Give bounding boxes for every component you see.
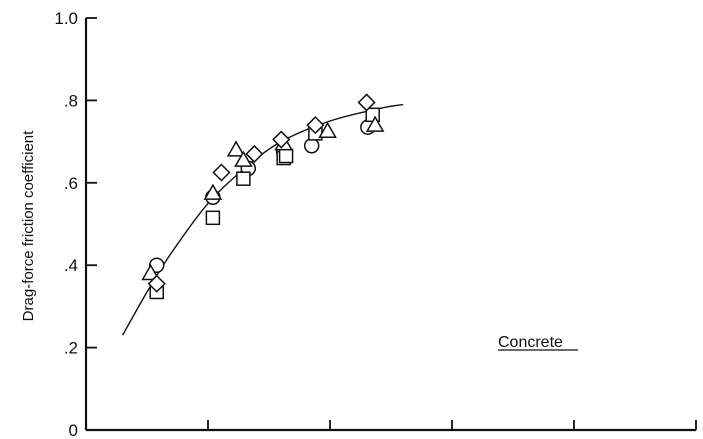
diamond-marker-3-0 <box>147 274 166 293</box>
triangle-marker-2-0 <box>141 263 160 281</box>
y-tick-label-3: .6 <box>64 174 78 193</box>
triangle-marker-2-6 <box>365 115 385 132</box>
triangle-marker-2-3 <box>234 150 253 167</box>
square-marker-1-2 <box>236 171 251 186</box>
y-axis-label: Drag-force friction coefficient <box>20 130 37 321</box>
triangle-marker-2-2 <box>226 140 246 157</box>
x-ticks <box>207 420 697 430</box>
y-tick-label-0: 0 <box>69 421 78 439</box>
diamond-marker-3-2 <box>245 144 264 164</box>
y-ticks: 0 .2 .4 .6 .8 1.0 <box>54 9 97 439</box>
y-tick-label-4: .8 <box>64 91 78 110</box>
axes <box>84 18 696 432</box>
square-marker-1-1 <box>205 210 221 226</box>
diamond-marker-3-5 <box>357 93 376 112</box>
fit-curve-layer <box>121 103 404 336</box>
circle-marker-0-4 <box>303 137 320 154</box>
diamond-marker-3-3 <box>272 130 291 149</box>
surface-annotation: Concrete <box>498 334 578 351</box>
triangle-marker-2-1 <box>203 183 223 200</box>
y-tick-label-1: .2 <box>64 339 78 358</box>
square-marker-1-4 <box>278 148 294 164</box>
y-tick-label-2: .4 <box>64 256 78 275</box>
diamond-marker-3-1 <box>212 163 231 182</box>
annotation-label: Concrete <box>498 334 563 351</box>
diamond-marker-3-4 <box>306 116 325 135</box>
data-markers <box>141 93 385 300</box>
fit-curve <box>121 103 404 336</box>
triangle-marker-2-5 <box>318 121 337 139</box>
y-tick-label-5: 1.0 <box>54 9 78 28</box>
